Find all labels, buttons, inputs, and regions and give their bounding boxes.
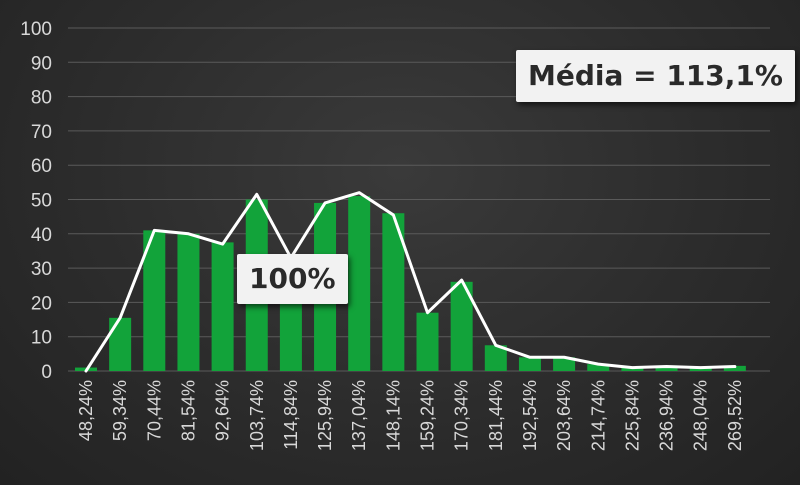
y-tick-label: 40	[31, 225, 52, 246]
y-tick-label: 20	[31, 293, 52, 314]
x-tick-label: 92,64%	[213, 380, 233, 441]
x-tick-label: 248,04%	[691, 380, 711, 451]
x-tick-label: 214,74%	[588, 380, 608, 451]
bar	[518, 357, 541, 371]
x-tick-label: 114,84%	[281, 380, 301, 450]
x-tick-label: 81,54%	[178, 380, 198, 441]
bar	[348, 196, 371, 371]
y-tick-label: 50	[31, 191, 52, 212]
bar	[655, 367, 678, 371]
y-tick-label: 0	[41, 362, 52, 383]
y-tick-label: 100	[20, 19, 52, 40]
x-tick-label: 148,14%	[383, 380, 403, 451]
line-series	[84, 191, 737, 373]
bar	[211, 242, 234, 371]
y-tick-label: 70	[31, 122, 52, 143]
x-tick-label: 125,94%	[315, 380, 335, 451]
y-tick-label: 90	[31, 53, 52, 74]
x-tick-label: 203,64%	[554, 380, 574, 451]
x-tick-label: 48,24%	[76, 380, 96, 441]
x-tick-label: 225,84%	[622, 380, 642, 451]
y-tick-label: 60	[31, 156, 52, 177]
x-tick-label: 269,52%	[725, 380, 745, 451]
bar-series	[75, 196, 746, 371]
bar	[416, 312, 439, 371]
x-axis-ticks: 48,24% 59,34% 70,44% 81,54% 92,64% 103,74% 114…	[76, 380, 745, 451]
line-series-path	[84, 191, 737, 373]
x-tick-label: 181,44%	[486, 380, 506, 451]
mean-callout: Média = 113,1%	[516, 50, 795, 102]
x-tick-label: 170,34%	[452, 380, 472, 451]
y-axis-ticks: 0 10 20 30 40 50 60 70 80 90 100	[20, 19, 52, 383]
bar	[553, 357, 576, 371]
bar	[382, 213, 405, 371]
x-tick-label: 137,04%	[349, 380, 369, 451]
bar	[450, 281, 473, 371]
y-tick-label: 10	[31, 328, 52, 349]
bar	[484, 345, 507, 371]
bar	[621, 367, 644, 371]
bar	[177, 233, 200, 371]
x-tick-label: 159,24%	[418, 380, 438, 451]
bar	[587, 364, 610, 371]
reference-callout: 100%	[237, 254, 348, 304]
x-tick-label: 236,94%	[657, 380, 677, 451]
bar	[109, 317, 132, 371]
y-tick-label: 80	[31, 88, 52, 109]
y-tick-label: 30	[31, 259, 52, 280]
bar	[143, 230, 166, 371]
x-tick-label: 192,54%	[520, 380, 540, 451]
x-tick-label: 59,34%	[110, 380, 130, 441]
x-tick-label: 103,74%	[247, 380, 267, 451]
bar	[689, 367, 712, 371]
bar	[723, 365, 746, 371]
x-tick-label: 70,44%	[144, 380, 164, 441]
